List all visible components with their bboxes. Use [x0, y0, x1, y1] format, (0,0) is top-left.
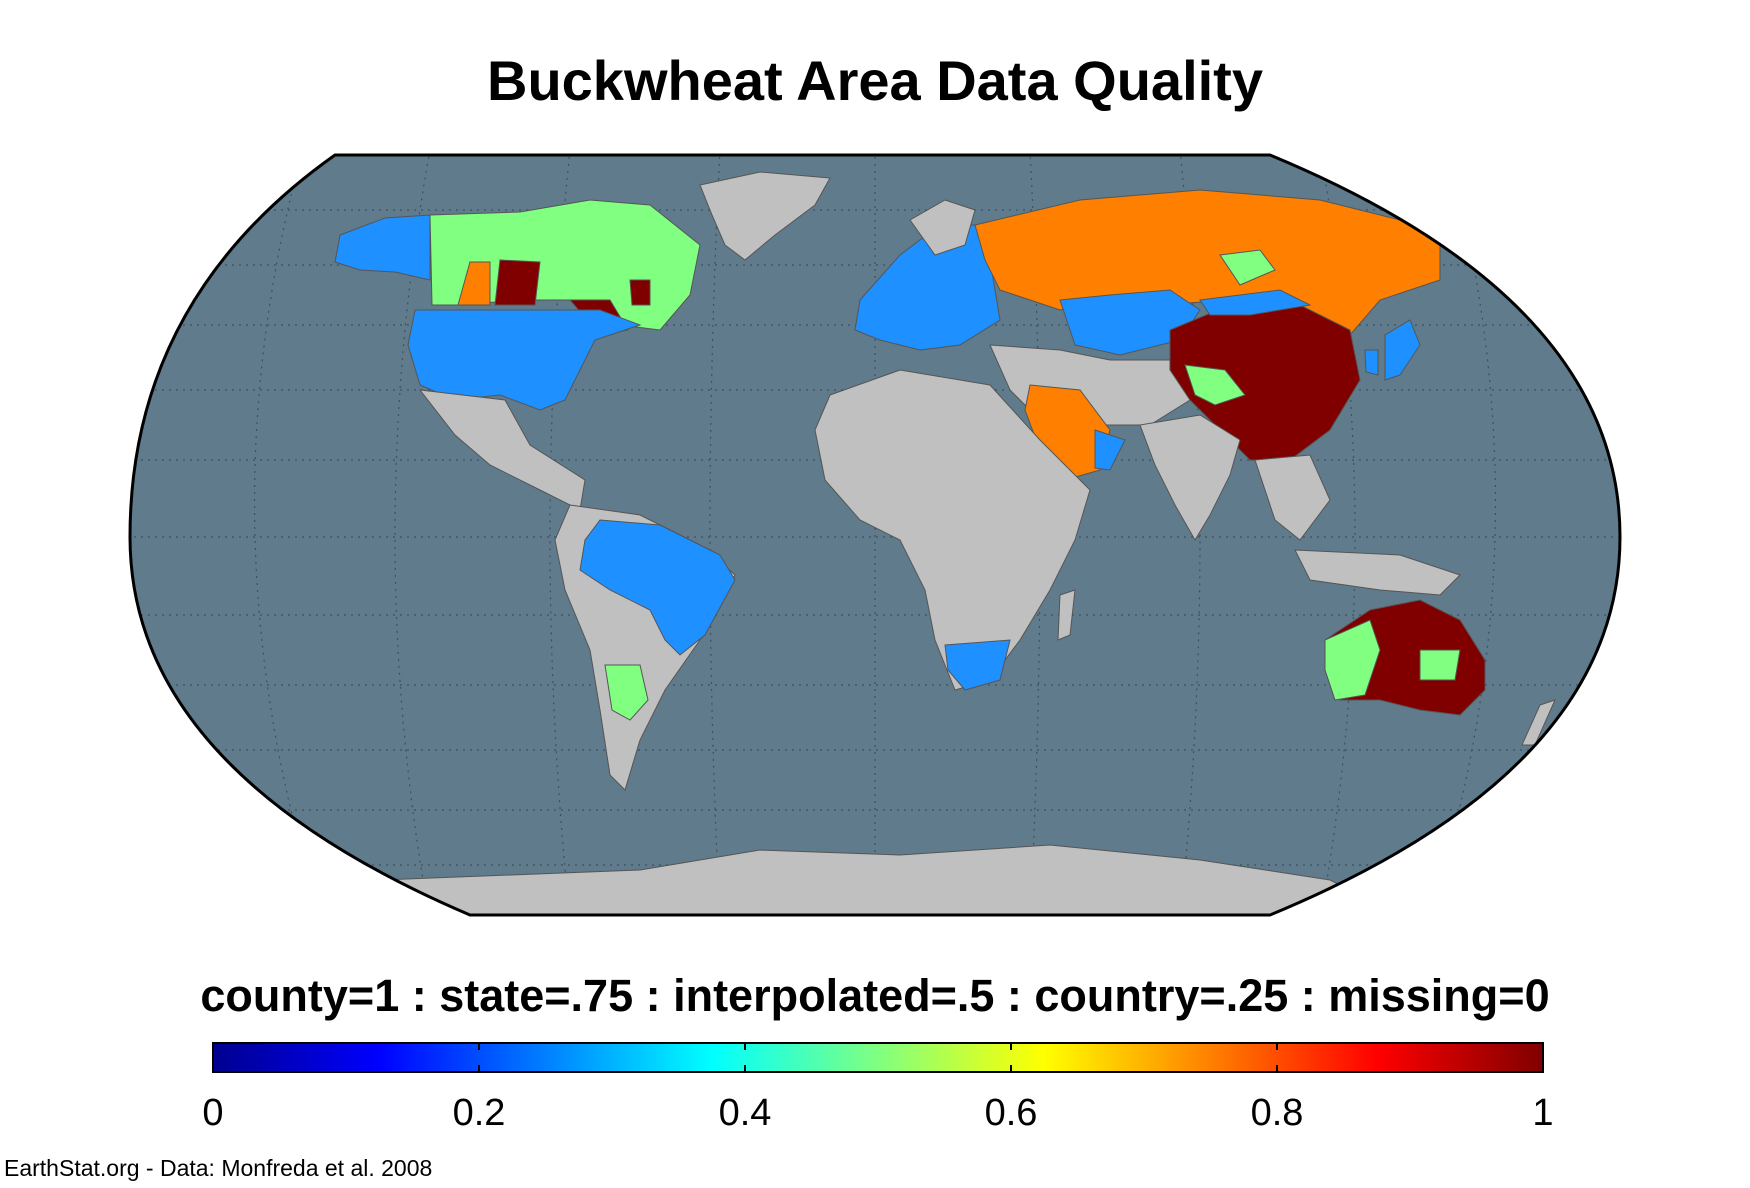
region-scandinavia	[909, 199, 976, 256]
region-canada-east	[629, 279, 651, 306]
colorbar-tick-label: 0.4	[719, 1092, 772, 1134]
colorbar-tick-label: 0	[202, 1092, 223, 1134]
region-australia-central	[1419, 649, 1461, 681]
region-india	[1139, 414, 1241, 541]
region-alaska	[334, 214, 431, 281]
region-canada-saskatchewan	[457, 261, 491, 306]
region-se-asia	[1254, 454, 1331, 541]
credit-text: EarthStat.org - Data: Monfreda et al. 20…	[4, 1155, 433, 1181]
region-mongolia	[1199, 289, 1312, 316]
region-oman-uae	[1094, 429, 1126, 471]
region-antarctica	[379, 844, 1401, 915]
map-border	[128, 153, 1622, 917]
colorbar-tick-label: 0.6	[985, 1092, 1038, 1134]
region-usa	[407, 309, 642, 411]
region-greenland	[699, 171, 831, 261]
map-title: Buckwheat Area Data Quality	[487, 49, 1263, 112]
region-indonesia	[1294, 549, 1461, 596]
land-masses	[334, 171, 1556, 915]
region-russia-interpolated	[1219, 249, 1276, 286]
colorbar-gradient	[212, 1042, 1544, 1073]
region-argentina	[604, 664, 649, 721]
region-japan	[1384, 319, 1421, 381]
colorbar-tick-label: 0.2	[453, 1092, 506, 1134]
region-south-africa	[944, 639, 1011, 691]
region-brazil	[579, 519, 736, 656]
legend-caption: county=1 : state=.75 : interpolated=.5 :…	[200, 970, 1550, 1021]
region-western-china	[1184, 364, 1246, 406]
region-canada-alberta	[494, 259, 541, 306]
region-korea	[1364, 349, 1379, 376]
colorbar-tick-label: 1	[1532, 1092, 1553, 1134]
region-western-australia	[1324, 619, 1381, 701]
region-madagascar	[1057, 589, 1076, 641]
colorbar-tick-label: 0.8	[1251, 1092, 1304, 1134]
